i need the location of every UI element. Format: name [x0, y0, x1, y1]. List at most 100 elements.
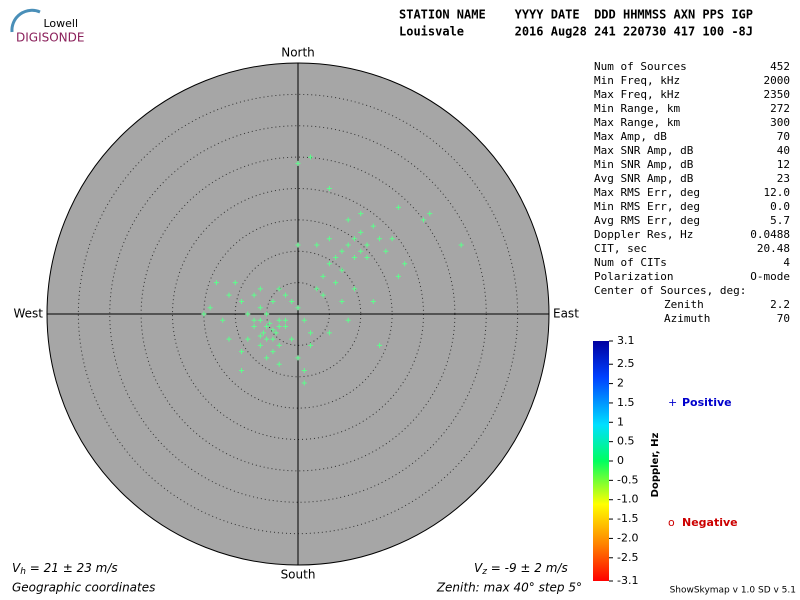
legend-symbol: + — [668, 396, 677, 409]
source-point — [370, 298, 376, 304]
colorbar-tick-label: -2.0 — [617, 531, 638, 544]
colorbar-tick-label: -1.5 — [617, 512, 638, 525]
stat-value: 12.0 — [764, 186, 791, 199]
stat-label: Doppler Res, Hz — [594, 228, 693, 241]
source-point — [220, 317, 226, 323]
source-point — [320, 273, 326, 279]
velocity-subscript: h — [20, 567, 26, 577]
source-point — [239, 349, 245, 355]
zenith-note: Zenith: max 40° step 5° — [436, 581, 582, 595]
source-point — [282, 317, 288, 323]
stat-label: Min Range, km — [594, 102, 680, 115]
source-point — [308, 154, 314, 160]
source-point — [458, 242, 464, 248]
source-point — [201, 311, 207, 317]
stat-label: Avg RMS Err, deg — [594, 214, 700, 227]
stat-value: 40 — [777, 144, 790, 157]
source-point — [257, 286, 263, 292]
source-point — [377, 236, 383, 242]
stat-label: Max Range, km — [594, 116, 680, 129]
source-point — [239, 367, 245, 373]
source-point — [351, 236, 357, 242]
source-point — [427, 211, 433, 217]
legend-label: Negative — [682, 516, 738, 529]
source-point — [276, 361, 282, 367]
source-point — [276, 342, 282, 348]
source-point — [282, 292, 288, 298]
stat-value: 300 — [770, 116, 790, 129]
source-point — [251, 292, 257, 298]
source-point — [358, 211, 364, 217]
source-point — [257, 317, 263, 323]
source-point — [364, 255, 370, 261]
velocity-subscript: z — [481, 567, 487, 577]
stat-value: 2350 — [764, 88, 791, 101]
colorbar-tick-label: 0.5 — [617, 435, 635, 448]
stat-label: Min RMS Err, deg — [594, 200, 700, 213]
velocity-text: = 21 ± 23 m/s — [26, 561, 118, 575]
colorbar-tick-label: 1 — [617, 415, 624, 428]
stat-value: 5.7 — [770, 214, 790, 227]
stat-label: Max Amp, dB — [594, 130, 667, 143]
source-point — [264, 324, 270, 330]
source-point — [320, 292, 326, 298]
velocity-symbol: V — [474, 561, 483, 575]
source-point — [257, 305, 263, 311]
source-point — [326, 330, 332, 336]
stat-label: Max Freq, kHz — [594, 88, 680, 101]
source-point — [270, 336, 276, 342]
source-point — [351, 255, 357, 261]
source-point — [226, 292, 232, 298]
header-line: Louisvale 2016 Aug28 241 220730 417 100 … — [399, 25, 753, 39]
colorbar-tick-label: 2 — [617, 377, 624, 390]
source-point — [295, 355, 301, 361]
source-point — [264, 311, 270, 317]
source-point — [370, 223, 376, 229]
stat-label: Max SNR Amp, dB — [594, 144, 694, 157]
source-point — [301, 367, 307, 373]
stat-label: Polarization — [594, 270, 673, 283]
stat-value: 272 — [770, 102, 790, 115]
source-point — [358, 248, 364, 254]
source-point — [377, 342, 383, 348]
logo-top: Lowell — [43, 17, 78, 30]
source-point — [270, 327, 276, 333]
center-label: Zenith — [664, 298, 704, 311]
stat-value: 0.0 — [770, 200, 790, 213]
source-point — [276, 317, 282, 323]
source-point — [339, 298, 345, 304]
source-point — [395, 204, 401, 210]
source-point — [226, 336, 232, 342]
source-point — [295, 160, 301, 166]
source-point — [273, 330, 279, 336]
source-point — [351, 286, 357, 292]
source-point — [326, 186, 332, 191]
velocity: Vz = -9 ± 2 m/s — [474, 561, 568, 577]
source-point — [345, 242, 351, 248]
source-point — [282, 324, 288, 330]
source-point — [383, 248, 389, 254]
colorbar-tick-label: 1.5 — [617, 396, 635, 409]
center-title: Center of Sources, deg: — [594, 284, 746, 297]
source-point — [301, 317, 307, 323]
legend-label: Positive — [682, 396, 732, 409]
colorbar-tick-label: -0.5 — [617, 473, 638, 486]
source-point — [295, 305, 301, 311]
source-point — [270, 298, 276, 304]
stat-label: Num of CITs — [594, 256, 667, 269]
source-point — [345, 317, 351, 323]
center-value: 70 — [777, 312, 790, 325]
source-point — [295, 242, 301, 248]
stat-value: 2000 — [764, 74, 791, 87]
colorbar-tick-label: -1.0 — [617, 493, 638, 506]
direction-label: South — [281, 568, 316, 582]
source-point — [333, 255, 339, 261]
stat-value: 23 — [777, 172, 790, 185]
stat-value: 70 — [777, 130, 790, 143]
stat-label: Max RMS Err, deg — [594, 186, 700, 199]
velocity: Vh = 21 ± 23 m/s — [12, 561, 118, 577]
source-point — [260, 330, 266, 336]
source-point — [257, 342, 263, 348]
source-point — [245, 311, 251, 317]
logo-arc — [10, 8, 41, 33]
